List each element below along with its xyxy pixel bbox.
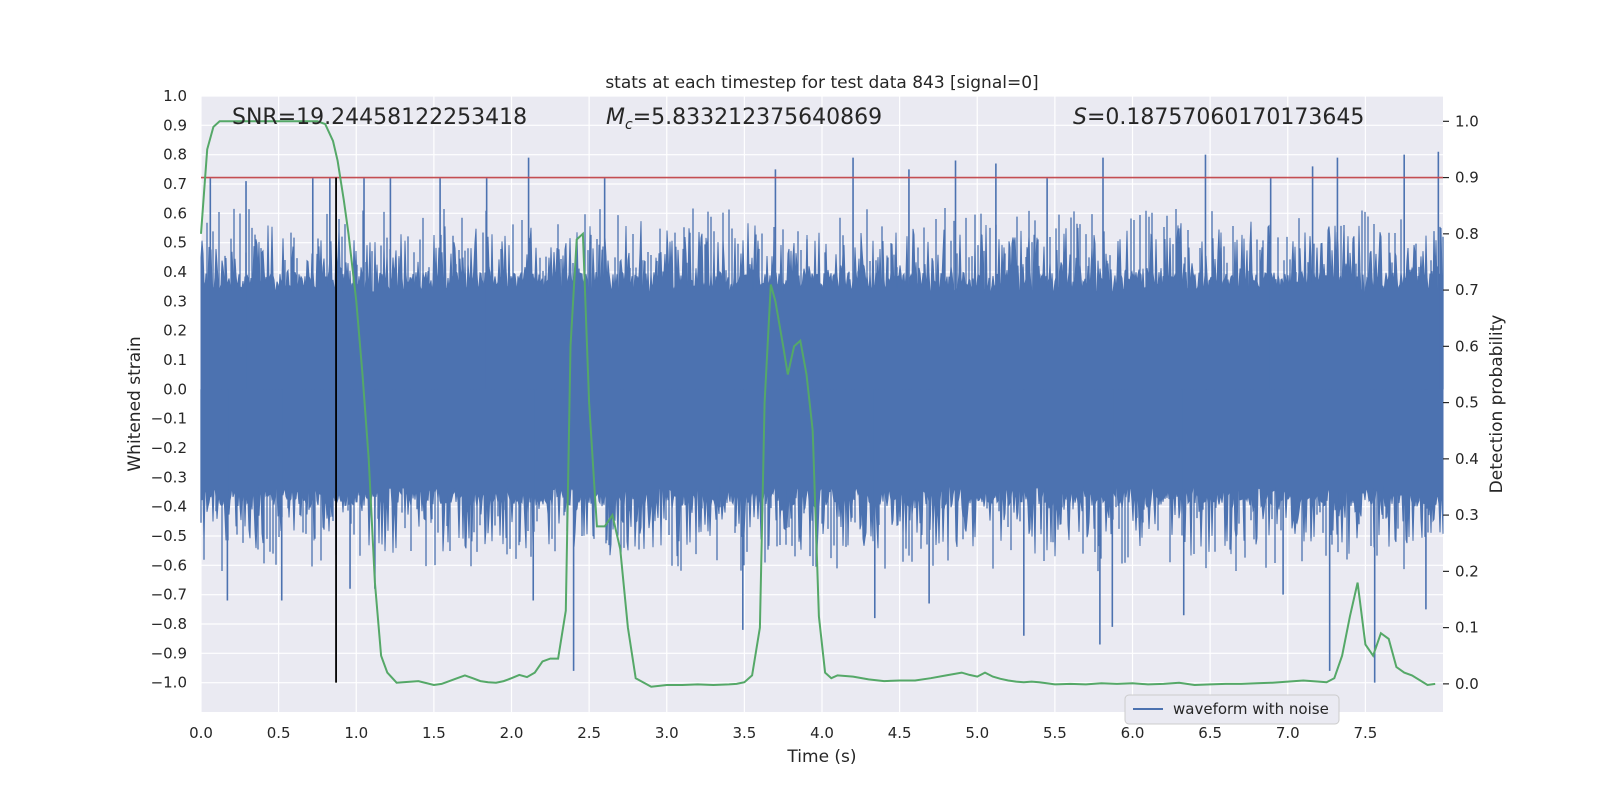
y-tick-label: −0.7	[151, 586, 187, 604]
y-tick-label: −0.2	[151, 439, 187, 457]
y-right-tick-label: 0.8	[1455, 225, 1479, 243]
chart-title: stats at each timestep for test data 843…	[605, 73, 1038, 93]
y-tick-label: −0.4	[151, 498, 187, 516]
legend-box	[1124, 694, 1340, 725]
y-right-tick-label: 0.6	[1455, 337, 1479, 355]
y-tick-label: 0.6	[163, 204, 187, 222]
y-tick-label: −0.1	[151, 410, 187, 428]
chirp-mass-value: =5.833212375640869	[633, 105, 882, 130]
x-tick-label: 7.5	[1353, 724, 1377, 742]
y-right-tick-label: 0.9	[1455, 169, 1479, 187]
x-tick-label: 4.5	[888, 724, 912, 742]
y-right-tick-label: 0.7	[1455, 281, 1479, 299]
y-tick-label: 0.1	[163, 351, 187, 369]
y-tick-label: −0.9	[151, 644, 187, 662]
waveform-series	[200, 151, 1444, 683]
x-tick-label: 2.5	[577, 724, 601, 742]
legend: waveform with noise	[1124, 694, 1340, 725]
snr-annotation: SNR=19.24458122253418	[232, 105, 527, 130]
y-tick-label: 1.0	[163, 87, 187, 105]
y-axis-label: Whitened strain	[125, 336, 145, 471]
x-tick-label: 1.0	[344, 724, 368, 742]
y-tick-label: −0.6	[151, 556, 187, 574]
y-tick-label: 0.5	[163, 234, 187, 252]
y-tick-label: 0.0	[163, 380, 187, 398]
overlays	[200, 120, 1443, 688]
chirp-mass-subscript: c	[625, 117, 633, 133]
y-right-tick-label: 0.3	[1455, 506, 1479, 524]
y-tick-label: 0.2	[163, 322, 187, 340]
y-right-tick-label: 0.1	[1455, 619, 1479, 637]
y-right-tick-label: 1.0	[1455, 112, 1479, 130]
y-tick-label: −1.0	[151, 674, 187, 692]
x-tick-label: 7.0	[1276, 724, 1300, 742]
x-tick-label: 2.0	[500, 724, 524, 742]
chirp-mass-annotation: Mc=5.833212375640869	[606, 105, 882, 133]
x-tick-label: 6.0	[1121, 724, 1145, 742]
x-tick-label: 4.0	[810, 724, 834, 742]
x-tick-label: 1.5	[422, 724, 446, 742]
s-value: =0.18757060170173645	[1087, 105, 1364, 130]
x-tick-label: 6.5	[1198, 724, 1222, 742]
x-tick-label: 3.5	[732, 724, 756, 742]
y-tick-label: −0.5	[151, 527, 187, 545]
s-annotation: S=0.18757060170173645	[1073, 105, 1364, 130]
x-tick-label: 3.0	[655, 724, 679, 742]
axes-text: 0.0 0.5 1.0 1.5 2.0 2.5 3.0 3.5 4.0 4.5 5.0 5.5 6.0 6…	[151, 87, 1479, 742]
y-axis-right-label: Detection probability	[1487, 315, 1507, 494]
y-tick-label: 0.7	[163, 175, 187, 193]
y-tick-label: 0.8	[163, 146, 187, 164]
y-right-tick-label: 0.0	[1455, 675, 1479, 693]
chirp-mass-symbol: M	[606, 105, 625, 130]
x-tick-label: 0.0	[189, 724, 213, 742]
y-tick-label: 0.4	[163, 263, 187, 281]
y-tick-label: 0.9	[163, 116, 187, 134]
y-tick-label: 0.3	[163, 292, 187, 310]
y-right-tick-label: 0.5	[1455, 394, 1479, 412]
x-tick-label: 0.5	[267, 724, 291, 742]
x-tick-label: 5.5	[1043, 724, 1067, 742]
y-tick-label: −0.8	[151, 615, 187, 633]
detection-probability-line	[200, 120, 1436, 688]
y-tick-label: −0.3	[151, 468, 187, 486]
x-tick-label: 5.0	[965, 724, 989, 742]
s-symbol: S	[1073, 105, 1087, 130]
y-right-tick-label: 0.4	[1455, 450, 1479, 468]
legend-label: waveform with noise	[1173, 700, 1329, 718]
y-right-tick-label: 0.2	[1455, 562, 1479, 580]
x-axis-label: Time (s)	[786, 747, 856, 767]
